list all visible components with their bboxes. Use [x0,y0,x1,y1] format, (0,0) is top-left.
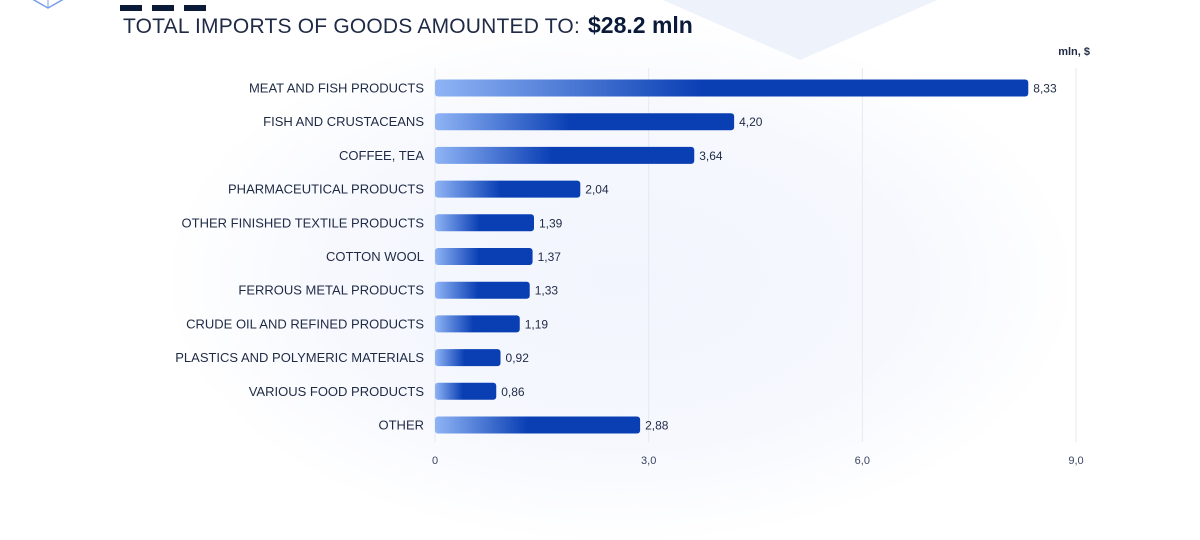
logo-icon [32,0,64,9]
category-label: MEAT AND FISH PRODUCTS [249,81,424,96]
x-tick-label: 9,0 [1068,455,1083,467]
category-label: OTHER FINISHED TEXTILE PRODUCTS [182,215,425,230]
category-label: FERROUS METAL PRODUCTS [238,283,424,298]
bar [435,349,501,367]
value-label: 3,64 [699,149,723,163]
category-label: COFFEE, TEA [339,148,424,163]
title-prefix: TOTAL IMPORTS OF GOODS AMOUNTED TO: [123,15,581,38]
value-label: 8,33 [1033,82,1057,96]
x-tick-label: 0 [432,455,438,467]
value-label: 0,92 [506,351,530,365]
value-label: 4,20 [739,115,763,129]
unit-label: mln, $ [1058,46,1090,58]
bar [435,214,534,232]
bar-chart: 0 3,0 6,0 9,0 MEAT AND FISH PRODUCTS 8,33 FISH… [175,68,1084,467]
value-label: 1,37 [538,250,562,264]
bar [435,180,581,198]
chart-title: TOTAL IMPORTS OF GOODS AMOUNTED TO: $28.… [123,12,693,39]
category-label: CRUDE OIL AND REFINED PRODUCTS [186,316,424,331]
bar [435,382,497,400]
bar [435,113,735,131]
bar [435,315,520,333]
bar [435,281,530,299]
value-label: 2,04 [585,183,609,197]
value-label: 2,88 [645,419,669,433]
category-label: COTTON WOOL [326,249,424,264]
category-label: OTHER [379,418,425,433]
value-label: 0,86 [501,385,525,399]
bar [435,416,641,434]
bar [435,248,533,265]
title-value: $28.2 mln [588,12,693,38]
bar [435,146,695,164]
category-label: VARIOUS FOOD PRODUCTS [249,384,425,399]
category-label: FISH AND CRUSTACEANS [263,114,424,129]
value-label: 1,39 [539,216,563,230]
value-label: 1,19 [525,317,549,331]
category-label: PLASTICS AND POLYMERIC MATERIALS [175,350,424,365]
bar [435,79,1029,97]
x-tick-label: 6,0 [855,455,870,467]
x-tick-label: 3,0 [641,455,656,467]
background-shape [640,0,960,60]
background-glow [170,20,1070,540]
category-label: PHARMACEUTICAL PRODUCTS [228,182,424,197]
header-fragment [120,0,230,11]
value-label: 1,33 [535,284,559,298]
